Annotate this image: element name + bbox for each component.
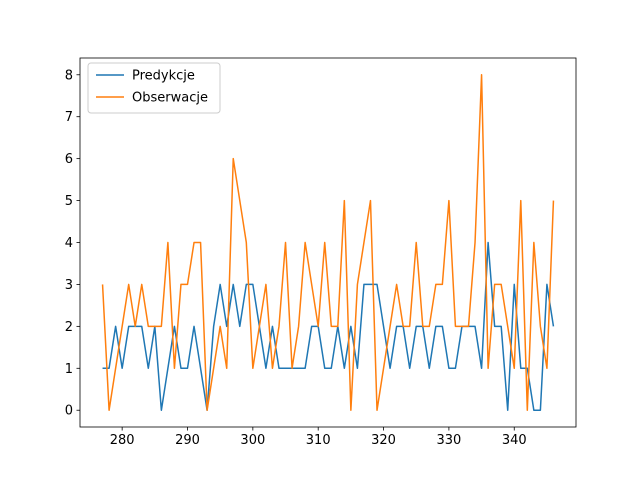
legend-label: Predykcje	[132, 69, 195, 84]
y-tick-label: 2	[65, 320, 73, 335]
series-layer	[101, 74, 555, 411]
legend: Predykcje Obserwacje	[87, 62, 221, 114]
y-tick-label: 6	[65, 152, 73, 167]
x-tick-label: 340	[502, 433, 527, 448]
axes-layer: 280 290 300 310 320 330 340 0 1 2 3 4 5 6 7 8	[65, 57, 577, 448]
x-tick-label: 320	[371, 433, 396, 448]
series-line-obserwacje	[101, 74, 555, 411]
series-line-predykcje	[102, 241, 555, 411]
y-tick-label: 4	[65, 236, 73, 251]
x-tick-label: 290	[175, 433, 200, 448]
x-tick-label: 310	[306, 433, 331, 448]
y-tick-label: 3	[65, 278, 73, 293]
x-tick-label: 280	[110, 433, 135, 448]
y-tick-label: 7	[65, 110, 73, 125]
y-tick-label: 1	[65, 362, 73, 377]
y-tick-label: 0	[65, 404, 73, 419]
x-tick-label: 300	[240, 433, 265, 448]
y-tick-label: 5	[65, 194, 73, 209]
plot-background	[80, 58, 576, 427]
x-tick-label: 330	[436, 433, 461, 448]
plot-area	[80, 58, 576, 427]
y-tick-label: 8	[65, 68, 73, 83]
legend-label: Obserwacje	[132, 91, 208, 106]
